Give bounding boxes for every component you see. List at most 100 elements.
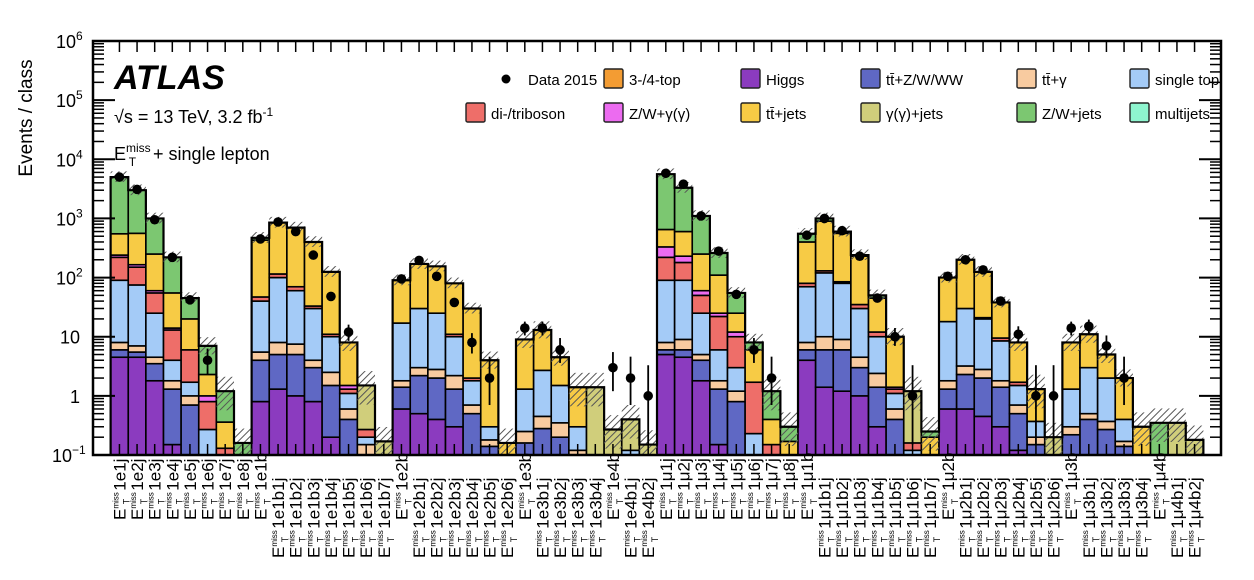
legend-label: multijets bbox=[1155, 106, 1210, 123]
bar-ttv bbox=[321, 384, 341, 438]
data-point bbox=[643, 391, 653, 401]
data-point bbox=[819, 213, 830, 224]
selection-label: Emiss T + single lepton bbox=[114, 141, 270, 169]
bar-ttgamma bbox=[797, 341, 817, 351]
energy-lumi-label: √s = 13 TeV, 3.2 fb-1 bbox=[114, 105, 273, 127]
x-tick-label: EmissT1μ2b4j bbox=[1009, 477, 1030, 558]
bar-ttgamma bbox=[109, 341, 130, 351]
data-points bbox=[114, 168, 1129, 445]
bar-ttv bbox=[814, 349, 835, 389]
x-axis-tick-labels: EmissT1e1jEmissT1e2jEmissT1e3jEmissT1e4j… bbox=[110, 453, 1206, 558]
x-tick-label: EmissT1μ2b3j bbox=[992, 477, 1013, 558]
x-tick-label: EmissT1e6j bbox=[199, 459, 220, 520]
legend-item-zwjets: Z/W+jets bbox=[1016, 102, 1102, 123]
bar-zwjets bbox=[656, 173, 676, 231]
data-point bbox=[520, 323, 530, 333]
bar-ttgamma bbox=[338, 408, 359, 421]
bar-diboson bbox=[673, 261, 694, 282]
bar-ttjets bbox=[938, 276, 958, 323]
legend-swatch bbox=[1016, 102, 1037, 123]
bar-singletop bbox=[1008, 384, 1028, 406]
legend-item-data: Data 2015 bbox=[501, 72, 597, 89]
data-point bbox=[343, 327, 354, 337]
bar-ttgamma bbox=[709, 379, 729, 390]
x-axis-ticks bbox=[118, 41, 1196, 455]
bar-singletop bbox=[797, 285, 817, 344]
bar-ttv bbox=[444, 388, 464, 428]
bar-zwjets bbox=[673, 186, 694, 233]
data-point bbox=[696, 211, 706, 221]
x-tick-label: EmissT1e1b bbox=[251, 453, 272, 520]
legend-swatch bbox=[1016, 68, 1037, 89]
atlas-label: ATLAS bbox=[113, 59, 225, 97]
bar-singletop bbox=[885, 392, 905, 410]
x-tick-label: EmissT1μ4b1j bbox=[1168, 477, 1189, 558]
legend-swatch bbox=[740, 102, 761, 123]
x-tick-label: EmissT1μ2b5j bbox=[1027, 477, 1048, 558]
bar-ttgamma bbox=[321, 371, 341, 387]
bar-singletop bbox=[550, 384, 570, 424]
bar-ttgamma bbox=[955, 365, 976, 376]
data-point bbox=[114, 172, 125, 182]
x-tick-label: EmissT1e1j bbox=[110, 459, 131, 520]
bar-singletop bbox=[673, 279, 694, 341]
x-tick-label: EmissT1e2b1j bbox=[410, 478, 431, 558]
x-tick-label: EmissT1μ3j bbox=[692, 458, 713, 520]
x-tick-label: EmissT1e1b7j bbox=[375, 478, 396, 558]
bar-ttgamma bbox=[726, 390, 746, 403]
bar-singletop bbox=[145, 312, 165, 359]
bar-singletop bbox=[286, 289, 306, 345]
bar-zwgamma bbox=[197, 395, 218, 403]
legend-label: Higgs bbox=[766, 72, 804, 89]
bar-singletop bbox=[321, 335, 341, 374]
legend-item-singletop: single top bbox=[1129, 68, 1219, 89]
bar-ttgamma bbox=[867, 372, 887, 389]
uncertainty-band bbox=[234, 428, 252, 455]
bar-ttjets bbox=[286, 226, 306, 288]
legend-label: di-/triboson bbox=[491, 106, 565, 123]
data-point bbox=[431, 271, 442, 282]
x-tick-label: EmissT1μ3b bbox=[1062, 453, 1083, 520]
y-tick-label: 1 bbox=[70, 387, 80, 407]
x-tick-label: EmissT1e3b1j bbox=[533, 478, 554, 558]
x-tick-label: EmissT1μ1b6j bbox=[904, 477, 925, 558]
bar-ttjets bbox=[145, 253, 165, 292]
data-point bbox=[625, 373, 636, 383]
bar-ttgamma bbox=[973, 368, 993, 379]
bar-singletop bbox=[1079, 366, 1099, 415]
bar-ttjets bbox=[832, 232, 852, 283]
bar-higgs bbox=[673, 356, 694, 456]
bar-singletop bbox=[303, 307, 323, 362]
uncertainty-band bbox=[568, 372, 587, 407]
x-tick-label: EmissT1μ2b2j bbox=[974, 477, 995, 558]
bar-ttjets bbox=[409, 263, 429, 310]
x-tick-label: EmissT1μ8j bbox=[780, 458, 801, 520]
bar-ttjets bbox=[955, 258, 976, 310]
bar-singletop bbox=[356, 436, 376, 446]
bar-singletop bbox=[814, 272, 835, 338]
bar-singletop bbox=[444, 335, 464, 377]
x-tick-label: EmissT1μ2b1j bbox=[956, 477, 977, 558]
bar-ttv bbox=[162, 388, 182, 446]
bar-diboson bbox=[180, 349, 200, 384]
x-tick-label: EmissT1e3b4j bbox=[586, 478, 607, 558]
uncertainty-band bbox=[357, 371, 375, 405]
bar-ttgamma bbox=[1096, 420, 1117, 431]
bar-zwgamma bbox=[673, 255, 694, 264]
uncertainty-band bbox=[216, 376, 234, 411]
data-point bbox=[467, 337, 477, 348]
bar-ttjets bbox=[726, 312, 746, 333]
data-point bbox=[713, 246, 724, 256]
data-point bbox=[1013, 329, 1024, 340]
bar-ttgamma bbox=[303, 359, 323, 369]
data-point bbox=[1101, 341, 1112, 351]
plot-frame bbox=[91, 39, 1223, 457]
legend-swatch bbox=[1129, 102, 1150, 123]
bar-singletop bbox=[867, 335, 887, 375]
bar-ttjets bbox=[197, 373, 218, 397]
data-point bbox=[749, 345, 759, 355]
y-tick-label: 104 bbox=[56, 147, 83, 170]
bar-ttv bbox=[797, 349, 817, 362]
data-point bbox=[290, 226, 301, 237]
bar-ttjets bbox=[673, 230, 694, 257]
